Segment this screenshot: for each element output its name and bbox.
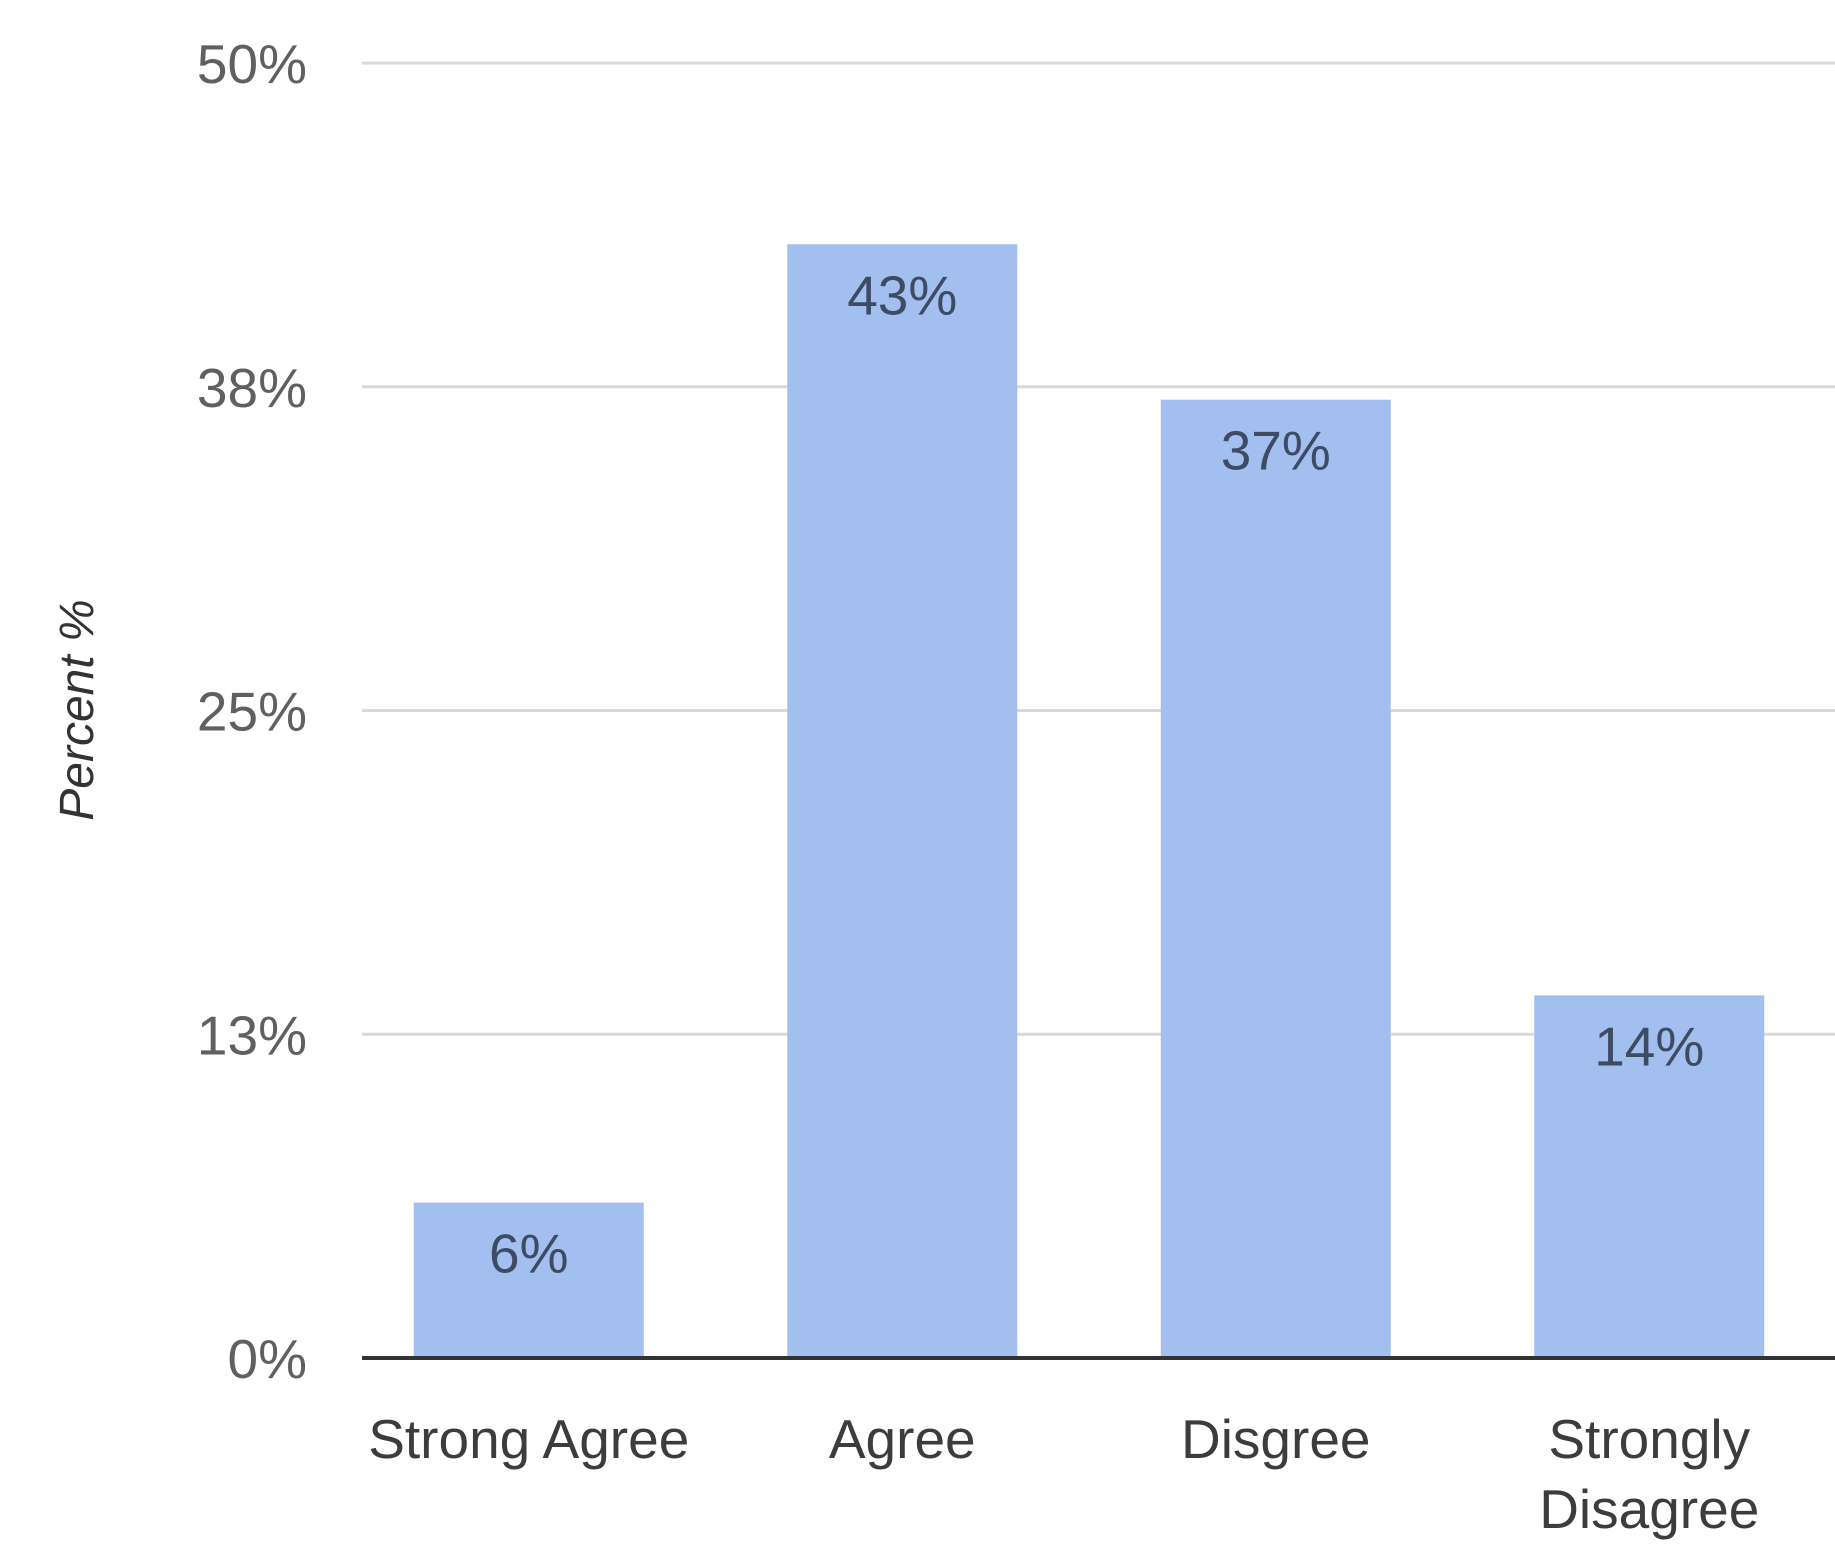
y-axis-title: Percent %	[51, 599, 104, 820]
y-tick-label: 50%	[197, 33, 307, 95]
bar	[413, 1202, 644, 1358]
y-tick-label: 0%	[228, 1328, 308, 1390]
bars	[413, 244, 1765, 1358]
bar	[787, 244, 1018, 1358]
y-tick-label: 13%	[197, 1004, 307, 1066]
y-tick-label: 25%	[197, 681, 307, 743]
bar-data-label: 43%	[847, 264, 957, 326]
x-tick-labels: Strong Agree Agree Disgree Strongly Disagree	[368, 1408, 1759, 1540]
bar	[1534, 995, 1765, 1358]
x-tick-label: Strong Agree	[368, 1408, 689, 1470]
gridlines	[362, 61, 1835, 1036]
y-tick-label: 38%	[197, 357, 307, 419]
bar-data-label: 14%	[1594, 1015, 1704, 1077]
bar-data-label: 37%	[1221, 420, 1331, 482]
data-labels: 6% 43% 37% 14%	[489, 264, 1704, 1284]
x-tick-label: Strongly Disagree	[1539, 1408, 1759, 1540]
bar	[1160, 399, 1391, 1358]
x-tick-label: Agree	[829, 1408, 976, 1470]
x-tick-label: Disgree	[1181, 1408, 1371, 1470]
y-tick-labels: 0% 13% 25% 38% 50%	[197, 33, 307, 1390]
bar-data-label: 6%	[489, 1223, 569, 1285]
